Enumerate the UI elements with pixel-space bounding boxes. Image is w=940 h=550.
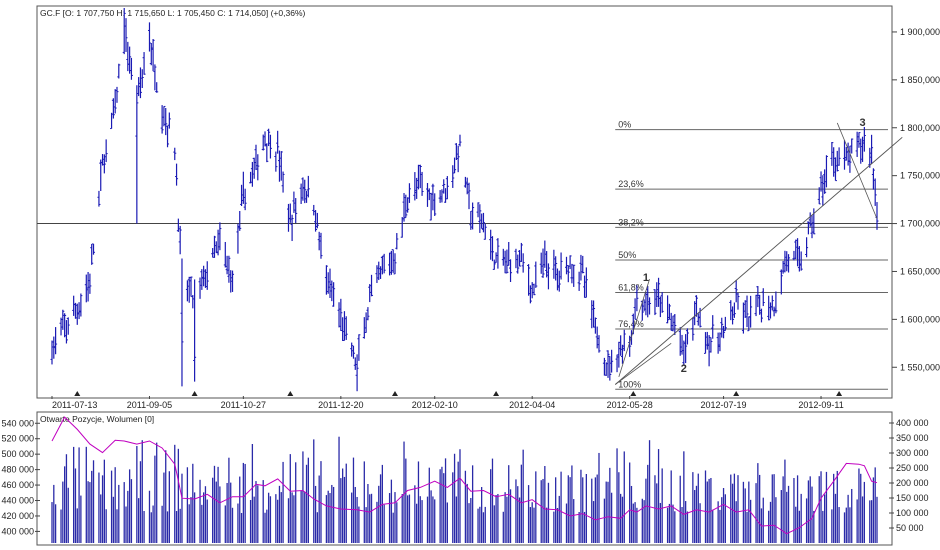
fan-line <box>618 279 650 377</box>
oi-axis-label: 420 000 <box>1 511 34 521</box>
x-tick-label: 2011-09-05 <box>127 400 172 410</box>
price-bars <box>50 8 879 392</box>
volume-axis-label: 100 000 <box>896 508 929 518</box>
open-interest-line-path <box>51 416 878 535</box>
trend-line <box>614 136 903 385</box>
volume-axis-label: 350 000 <box>896 433 929 443</box>
axis-labels: 1 550,000 1 600,000 1 650,000 1 700,000 1 75… <box>1 27 940 536</box>
date-marker <box>733 391 740 396</box>
volume-axis-label: 200 000 <box>896 478 929 488</box>
volume-axis-label: 400 000 <box>896 418 929 428</box>
y-tick-label: 1 600,000 <box>900 314 940 324</box>
x-tick-label: 2011-07-13 <box>52 400 97 410</box>
x-tick-label: 2012-09-11 <box>798 400 843 410</box>
x-tick-label: 2011-10-27 <box>221 400 266 410</box>
fibonacci-level-label: 23,6% <box>618 179 644 189</box>
date-marker <box>191 391 198 396</box>
fibonacci-level-label: 100% <box>618 379 641 389</box>
date-marker <box>287 391 294 396</box>
indicator-panel-title: Otwarte Pozycje, Wolumen [0] <box>40 414 154 424</box>
volume-bars <box>51 436 878 543</box>
date-markers <box>74 391 843 396</box>
date-marker <box>836 391 843 396</box>
oi-axis-label: 540 000 <box>1 418 34 428</box>
oi-axis-label: 520 000 <box>1 434 34 444</box>
fibonacci-level-label: 0% <box>618 120 631 130</box>
open-interest-line <box>51 416 878 535</box>
indicator-panel-frame <box>36 411 893 546</box>
date-marker <box>493 391 500 396</box>
y-tick-label: 1 900,000 <box>900 27 940 37</box>
fibonacci-retracement: 0% 23,6% 38,2% 50% 61,8% 76,4% 100% <box>615 120 888 390</box>
fan-line <box>615 342 672 385</box>
volume-axis-label: 50 000 <box>896 523 924 533</box>
fan-line <box>836 122 878 219</box>
y-tick-label: 1 700,000 <box>900 219 940 229</box>
oi-axis-label: 440 000 <box>1 496 34 506</box>
x-tick-label: 2012-02-10 <box>412 400 458 410</box>
wave-label: 3 <box>859 117 865 129</box>
x-tick-label: 2012-05-28 <box>607 400 653 410</box>
fibonacci-level-label: 61,8% <box>618 283 644 293</box>
fibonacci-level-label: 76,4% <box>618 319 644 329</box>
price-panel-frame <box>36 5 893 399</box>
wave-label: 2 <box>681 363 687 375</box>
y-tick-label: 1 550,000 <box>900 362 940 372</box>
oi-axis-label: 480 000 <box>1 465 34 475</box>
y-tick-label: 1 650,000 <box>900 266 940 276</box>
trend-lines <box>614 122 903 385</box>
y-tick-label: 1 750,000 <box>900 171 940 181</box>
date-marker <box>391 391 398 396</box>
wave-label: 1 <box>643 272 649 284</box>
date-marker <box>74 391 81 396</box>
oi-axis-label: 500 000 <box>1 449 34 459</box>
oi-axis-label: 460 000 <box>1 480 34 490</box>
wave-labels: 1 2 3 <box>643 117 866 375</box>
price-panel-title: GC.F [O: 1 707,750 H: 1 715,650 L: 1 705… <box>40 8 305 18</box>
y-tick-label: 1 850,000 <box>900 75 940 85</box>
date-marker <box>630 391 637 396</box>
volume-axis-label: 150 000 <box>896 493 929 503</box>
volume-axis-label: 250 000 <box>896 463 929 473</box>
x-tick-label: 2012-04-04 <box>509 400 555 410</box>
x-tick-label: 2011-12-20 <box>318 400 363 410</box>
volume-axis-label: 300 000 <box>896 448 929 458</box>
fibonacci-level-label: 50% <box>618 250 636 260</box>
x-tick-label: 2012-07-19 <box>701 400 747 410</box>
oi-axis-label: 400 000 <box>1 526 34 536</box>
fibonacci-level-label: 38,2% <box>618 217 644 227</box>
y-tick-label: 1 800,000 <box>900 123 940 133</box>
